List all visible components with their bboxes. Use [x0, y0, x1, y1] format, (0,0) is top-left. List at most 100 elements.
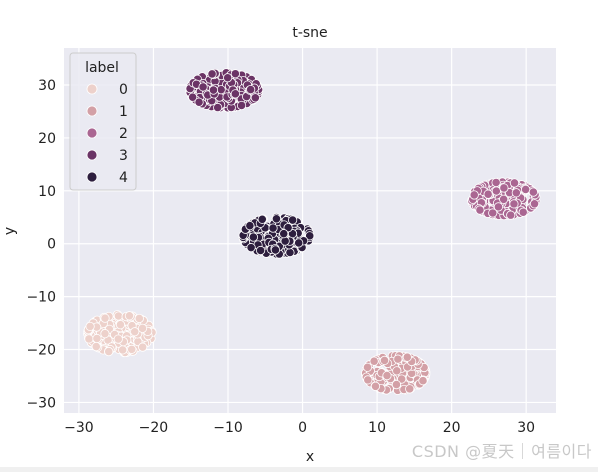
scatter-point-label-3	[213, 102, 223, 113]
y-tick-label: 30	[38, 78, 56, 94]
scatter-point-label-1	[418, 376, 428, 386]
scatter-point-label-4	[271, 214, 282, 224]
y-tick-labels: −30 −20 −10 0 10 20 30	[26, 78, 56, 411]
legend-marker	[86, 127, 98, 139]
scatter-point-label-2	[499, 183, 509, 193]
scatter-point-label-3	[207, 69, 217, 79]
scatter-point-label-2	[469, 190, 479, 200]
scatter-point-label-2	[483, 189, 493, 199]
scatter-point-label-0	[113, 334, 123, 344]
scatter-point-label-1	[402, 352, 412, 362]
x-tick-label: −10	[213, 420, 243, 436]
legend: label 0 1 2 3 4	[69, 52, 137, 191]
legend-marker	[86, 171, 98, 183]
scatter-point-label-3	[230, 89, 240, 99]
y-axis-label: y	[2, 227, 18, 235]
scatter-point-label-1	[379, 355, 390, 365]
scatter-point-label-2	[511, 188, 521, 198]
legend-entry-label: 0	[119, 82, 128, 98]
scatter-point-label-4	[245, 221, 255, 231]
scatter-point-label-3	[198, 82, 208, 92]
scatter-point-label-2	[521, 184, 531, 195]
legend-box	[69, 52, 137, 191]
scatter-point-label-2	[518, 207, 528, 217]
legend-title: label	[85, 60, 119, 76]
scatter-point-label-4	[248, 232, 259, 242]
legend-marker	[86, 105, 98, 117]
scatter-point-label-1	[405, 384, 415, 394]
scatter-point-label-4	[257, 214, 267, 224]
y-tick-label: 20	[38, 131, 56, 147]
scatter-point-label-4	[285, 247, 295, 258]
scatter-point-label-0	[115, 320, 126, 330]
scatter-point-label-0	[113, 311, 124, 321]
x-tick-label: 10	[368, 420, 386, 436]
scatter-point-label-1	[397, 374, 407, 384]
x-tick-label: −20	[139, 420, 169, 436]
x-tick-label: 20	[443, 420, 461, 436]
scatter-point-label-0	[84, 334, 94, 344]
legend-entry-label: 3	[119, 148, 128, 164]
legend-marker	[86, 149, 98, 161]
scatter-point-label-4	[268, 223, 278, 233]
scatter-point-label-0	[134, 313, 144, 324]
scatter-point-label-1	[370, 381, 381, 391]
scatter-point-label-1	[392, 366, 402, 376]
csdn-watermark: CSDN @夏天｜여름이다	[411, 442, 592, 461]
scatter-point-label-0	[130, 327, 140, 337]
y-tick-label: −30	[26, 395, 56, 411]
scatter-point-label-2	[499, 194, 509, 204]
scatter-point-label-4	[270, 245, 281, 255]
scatter-point-label-0	[104, 346, 114, 357]
scatter-point-label-2	[509, 178, 520, 188]
scatter-point-label-4	[305, 231, 315, 241]
y-tick-label: 10	[38, 184, 56, 200]
scatter-point-label-4	[256, 245, 266, 256]
scatter-point-label-0	[118, 345, 128, 355]
scatter-point-label-3	[230, 69, 240, 79]
scatter-point-label-3	[236, 100, 247, 111]
scatter-point-label-0	[92, 333, 102, 344]
x-tick-label: 30	[517, 420, 535, 436]
scatter-point-label-4	[279, 229, 289, 239]
scatter-point-label-1	[363, 375, 373, 385]
scatter-point-label-1	[382, 371, 392, 381]
scatter-point-label-0	[100, 313, 110, 323]
scatter-point-label-0	[124, 311, 135, 321]
legend-entry-label: 1	[119, 104, 128, 120]
scatter-point-label-2	[491, 186, 501, 196]
chart-title: t-sne	[292, 25, 327, 41]
x-tick-label: 0	[298, 420, 307, 436]
scatter-point-label-0	[127, 344, 137, 354]
scatter-point-label-1	[393, 354, 403, 364]
scatter-point-label-2	[509, 199, 519, 209]
scatter-point-label-3	[223, 73, 233, 83]
scatter-point-label-2	[493, 202, 504, 212]
scatter-point-label-0	[100, 329, 110, 339]
scatter-point-label-1	[369, 356, 379, 366]
scatter-point-label-0	[91, 341, 101, 352]
scatter-point-label-4	[280, 236, 290, 246]
scatter-point-label-0	[85, 321, 95, 332]
scatter-point-label-1	[362, 362, 373, 372]
scatter-point-label-4	[246, 243, 256, 253]
scatter-point-label-3	[250, 93, 260, 103]
scatter-point-label-2	[491, 177, 501, 188]
scatter-point-label-4	[288, 215, 298, 225]
scatter-point-label-2	[529, 199, 540, 209]
scatter-point-label-0	[138, 342, 148, 352]
scatter-point-label-3	[194, 97, 204, 107]
y-tick-label: 0	[47, 237, 56, 253]
x-tick-labels: −30 −20 −10 0 10 20 30	[64, 420, 535, 436]
legend-entry-label: 4	[119, 170, 128, 186]
scatter-point-label-0	[137, 323, 148, 333]
scatter-point-label-2	[488, 208, 498, 218]
scatter-point-label-2	[475, 205, 485, 215]
x-axis-label: x	[306, 449, 314, 465]
scatter-point-label-1	[391, 380, 402, 390]
scatter-point-label-3	[188, 92, 198, 102]
scatter-points	[83, 68, 541, 395]
legend-marker	[86, 83, 98, 95]
y-tick-label: −10	[26, 290, 56, 306]
